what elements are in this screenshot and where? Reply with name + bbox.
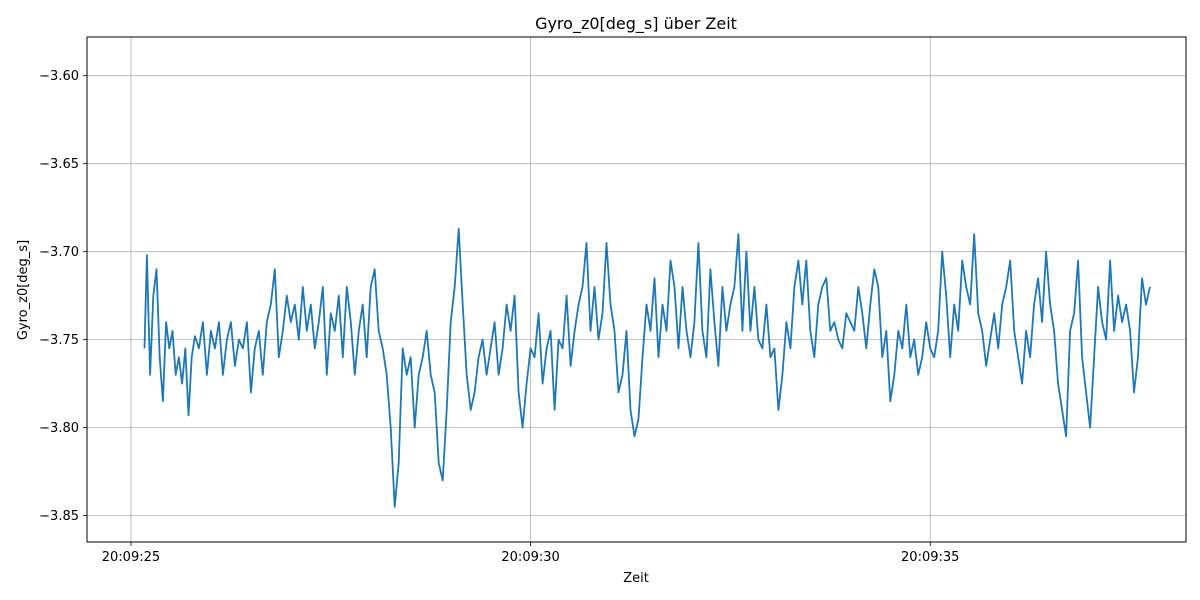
y-tick-label: −3.75 [39, 333, 79, 348]
chart-title: Gyro_z0[deg_s] über Zeit [535, 14, 737, 34]
series-line [143, 227, 1151, 508]
y-tick-label: −3.70 [39, 245, 79, 260]
grid-lines [87, 37, 1186, 542]
x-axis-label: Zeit [623, 571, 649, 586]
y-tick-label: −3.85 [39, 509, 79, 524]
y-axis-label: Gyro_z0[deg_s] [16, 240, 31, 340]
x-tick-label: 20:09:35 [901, 550, 959, 565]
axis-ticks: 20:09:25 20:09:30 20:09:35 −3.60 −3.65 −3.70 −… [39, 69, 959, 565]
series-layer [143, 227, 1151, 508]
y-tick-label: −3.80 [39, 421, 79, 436]
x-tick-label: 20:09:30 [501, 550, 559, 565]
x-tick-label: 20:09:25 [102, 550, 160, 565]
plot-frame [86, 36, 1187, 543]
y-tick-label: −3.60 [39, 69, 79, 84]
y-tick-label: −3.65 [39, 157, 79, 172]
